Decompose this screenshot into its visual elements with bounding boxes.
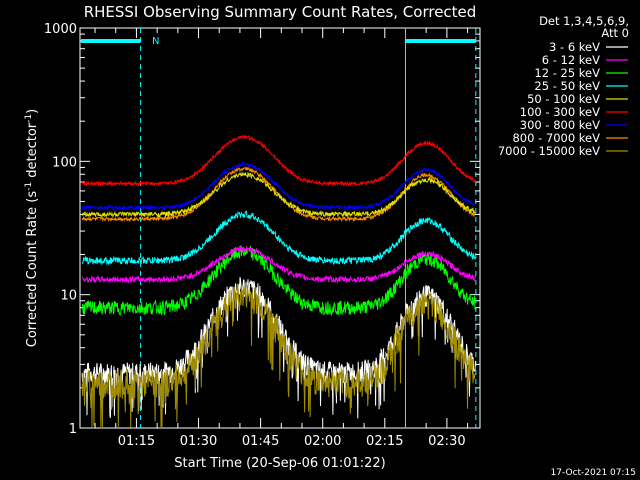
- y-tick-label: 100: [52, 155, 77, 170]
- x-tick-label: 01:30: [180, 434, 217, 449]
- series-line: [81, 283, 476, 429]
- saa-markers: [81, 28, 477, 428]
- series-line: [81, 245, 476, 285]
- legend-label: 6 - 12 keV: [542, 53, 600, 67]
- y-axis-label-end: ): [25, 109, 40, 114]
- x-tick-label: 02:15: [366, 434, 403, 449]
- legend-header: Att 0: [601, 26, 629, 40]
- plot-frame: [79, 27, 481, 429]
- y-axis: 1 10 100 1000: [44, 22, 480, 437]
- y-axis-label-sup2: -1: [24, 114, 34, 123]
- series-group: [81, 134, 476, 429]
- series-line: [81, 171, 476, 219]
- y-axis-label-main: Corrected Count Rate (s: [25, 191, 40, 348]
- y-axis-label: Corrected Count Rate (s-1 detector-1): [24, 109, 40, 347]
- x-axis-label: Start Time (20-Sep-06 01:01:22): [174, 456, 385, 471]
- legend-header: Det 1,3,4,5,6,9,: [539, 14, 629, 28]
- footer-timestamp: 17-Oct-2021 07:15: [551, 468, 636, 478]
- x-tick-label: 01:45: [242, 434, 279, 449]
- night-marker: N: [152, 36, 159, 47]
- legend-label: 300 - 800 keV: [520, 118, 600, 132]
- x-tick-label: 02:00: [304, 434, 341, 449]
- series-line: [81, 134, 476, 187]
- legend-label: 800 - 7000 keV: [512, 131, 600, 145]
- y-tick-label: 1000: [44, 22, 77, 37]
- legend-label: 12 - 25 keV: [534, 66, 600, 80]
- series-line: [81, 210, 476, 266]
- y-axis-label-mid: detector: [25, 122, 40, 182]
- series-line: [81, 245, 476, 317]
- y-axis-label-sup1: -1: [24, 182, 34, 191]
- legend-label: 100 - 300 keV: [520, 105, 600, 119]
- legend-label: 50 - 100 keV: [527, 92, 600, 106]
- y-tick-label: 1: [69, 422, 77, 437]
- legend-label: 7000 - 15000 keV: [498, 144, 600, 158]
- series-line: [81, 161, 476, 212]
- chart-title: RHESSI Observing Summary Count Rates, Co…: [84, 3, 477, 21]
- x-tick-label: 01:15: [118, 434, 155, 449]
- legend-label: 25 - 50 keV: [534, 79, 600, 93]
- x-tick-label: 02:30: [428, 434, 465, 449]
- x-axis: 01:15 01:30 01:45 02:00 02:15 02:30: [94, 28, 469, 449]
- y-tick-label: 10: [60, 289, 77, 304]
- series-line: [81, 277, 476, 419]
- legend-label: 3 - 6 keV: [549, 40, 600, 54]
